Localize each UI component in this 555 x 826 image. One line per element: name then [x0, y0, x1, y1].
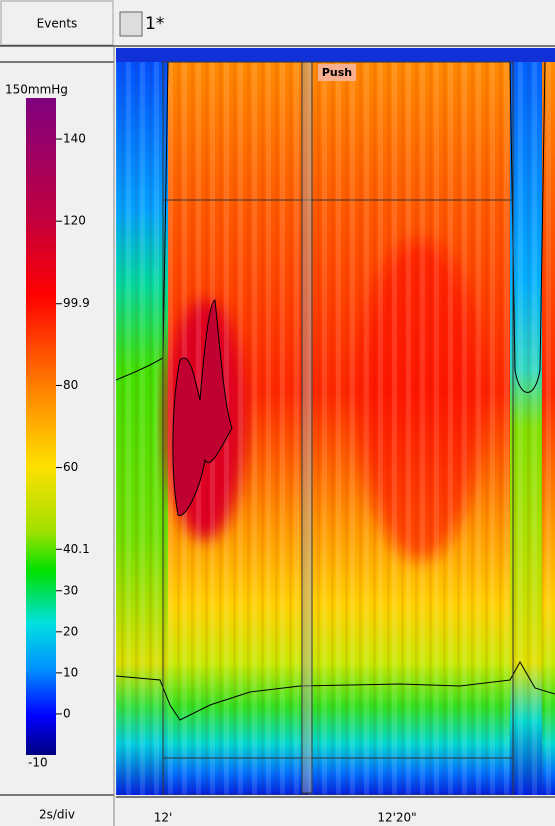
events-label: Events: [37, 17, 78, 31]
colorbar: 140 120 99.9 80 60 40.1 30 20 10 0 -10: [26, 98, 90, 770]
time-axis: [116, 795, 555, 826]
tab-label[interactable]: 1*: [145, 14, 164, 34]
colorbar-gradient: [26, 98, 56, 755]
tab-icon[interactable]: [119, 11, 143, 37]
tick-label: 99.9: [63, 296, 90, 310]
push-tag: [318, 64, 356, 81]
contour: [115, 61, 546, 393]
contour: [115, 660, 555, 721]
time-label: 12'20": [377, 811, 416, 825]
tick-label: -10: [28, 756, 48, 770]
tick-label: 80: [63, 378, 78, 392]
tick-label: 120: [63, 214, 86, 228]
tick-label: 140: [63, 132, 86, 146]
push-label: Push: [322, 66, 352, 79]
push-marker[interactable]: [301, 61, 313, 794]
tick-label: 10: [63, 665, 78, 679]
time-label: 12': [154, 811, 173, 825]
contour: [172, 299, 233, 516]
scale-label: 2s/div: [39, 808, 75, 822]
unit-label: 150mmHg: [5, 83, 68, 97]
tick-label: 30: [63, 583, 78, 597]
tick-label: 40.1: [63, 542, 90, 556]
tick-label: 20: [63, 624, 78, 638]
tick-label: 0: [63, 706, 71, 720]
top-band: [116, 48, 555, 62]
events-cell: [0, 0, 114, 46]
tick-label: 60: [63, 460, 78, 474]
